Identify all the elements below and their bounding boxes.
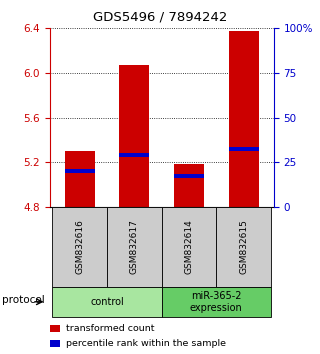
Text: miR-365-2
expression: miR-365-2 expression (190, 291, 243, 313)
Bar (119, 153, 149, 156)
Text: GSM832616: GSM832616 (75, 219, 84, 274)
Bar (174, 174, 204, 178)
Bar (119, 65, 149, 207)
Text: GDS5496 / 7894242: GDS5496 / 7894242 (93, 11, 227, 24)
Bar (228, 30, 259, 207)
Text: transformed count: transformed count (66, 324, 154, 333)
Text: control: control (90, 297, 124, 307)
Bar (174, 164, 204, 207)
Bar (228, 147, 259, 151)
Text: GSM832617: GSM832617 (130, 219, 139, 274)
Bar (65, 169, 95, 173)
Text: GSM832615: GSM832615 (239, 219, 248, 274)
Text: protocol: protocol (2, 295, 44, 305)
Bar (65, 151, 95, 207)
Text: percentile rank within the sample: percentile rank within the sample (66, 339, 226, 348)
Text: GSM832614: GSM832614 (184, 219, 193, 274)
